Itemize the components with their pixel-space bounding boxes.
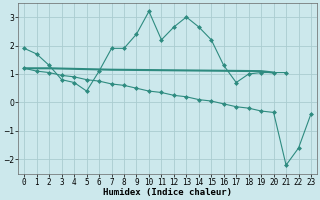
X-axis label: Humidex (Indice chaleur): Humidex (Indice chaleur) (103, 188, 232, 197)
